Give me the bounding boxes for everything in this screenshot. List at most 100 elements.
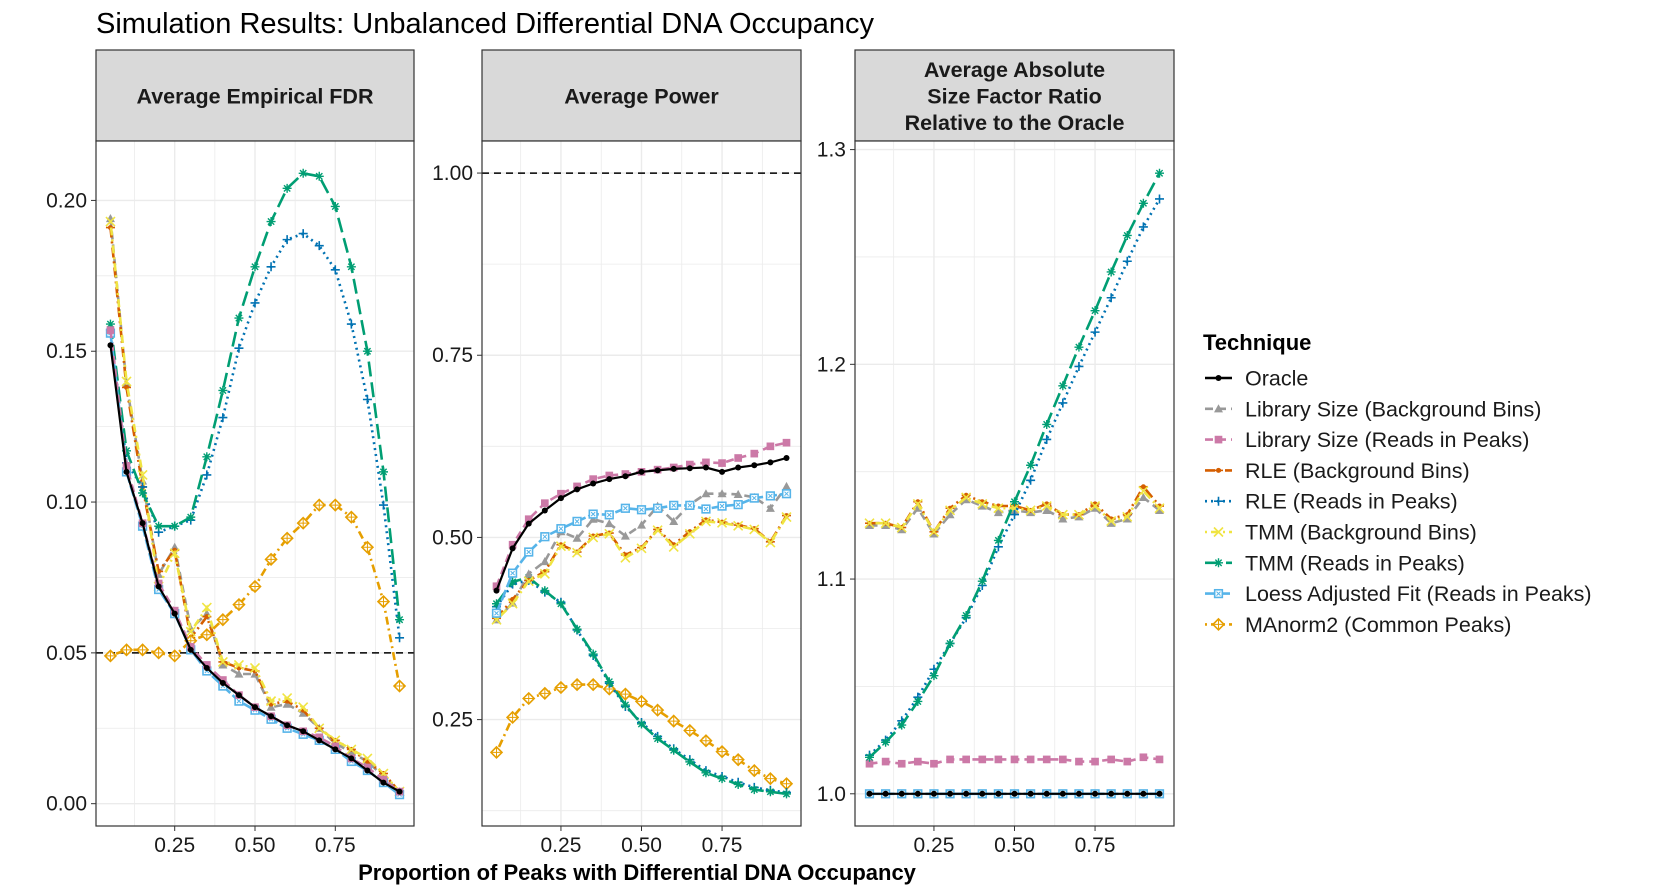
data-point <box>121 376 132 387</box>
data-point <box>1027 790 1034 797</box>
legend-key-marker <box>1214 496 1223 506</box>
legend-item: Library Size (Background Bins) <box>1205 397 1541 421</box>
data-point <box>733 779 743 789</box>
data-point <box>718 459 726 467</box>
data-point <box>572 624 582 634</box>
data-point <box>1090 327 1100 337</box>
data-point <box>586 677 600 692</box>
data-point <box>733 489 743 499</box>
legend-item: Library Size (Reads in Peaks) <box>1205 428 1529 452</box>
data-point <box>252 704 258 711</box>
legend-label: Oracle <box>1245 367 1308 391</box>
data-point <box>1138 198 1148 208</box>
data-point <box>1107 755 1115 764</box>
data-point <box>509 545 516 552</box>
data-point <box>977 501 987 510</box>
legend-key-marker <box>1211 617 1226 632</box>
legend-key-marker <box>1214 467 1223 473</box>
data-point <box>1074 361 1084 371</box>
data-point <box>187 646 194 653</box>
data-point <box>652 525 663 536</box>
data-point <box>979 790 986 797</box>
data-point <box>1026 460 1036 470</box>
data-point <box>930 790 937 797</box>
data-point <box>993 503 1004 514</box>
data-point <box>588 514 598 523</box>
data-point <box>699 734 713 748</box>
data-point <box>667 714 681 728</box>
data-point <box>733 500 743 510</box>
data-point <box>571 547 583 558</box>
data-point <box>572 533 582 542</box>
data-point <box>557 489 565 498</box>
data-point <box>330 265 340 275</box>
data-point <box>540 586 550 596</box>
data-point <box>766 442 775 451</box>
legend-label: TMM (Background Bins) <box>1245 521 1477 545</box>
data-point <box>332 746 339 753</box>
facet-strip <box>854 49 1175 142</box>
data-point <box>620 552 631 563</box>
gridlines <box>482 141 801 826</box>
data-point <box>1010 755 1019 764</box>
data-point <box>312 498 326 512</box>
data-point <box>1059 755 1067 764</box>
data-point <box>914 757 922 766</box>
data-point <box>330 201 340 211</box>
data-point <box>218 385 228 395</box>
data-point <box>492 582 501 591</box>
data-point <box>993 507 1003 517</box>
data-point <box>169 548 180 559</box>
data-point <box>733 520 744 531</box>
data-point <box>945 638 955 648</box>
data-point <box>395 615 405 625</box>
data-point <box>316 737 323 744</box>
legend-label: TMM (Reads in Peaks) <box>1245 551 1465 575</box>
data-point <box>749 493 759 503</box>
data-point <box>379 775 388 784</box>
data-point <box>507 598 518 609</box>
data-point <box>300 728 307 735</box>
data-point <box>588 532 599 543</box>
data-point <box>963 790 970 797</box>
data-point <box>637 520 646 529</box>
data-point <box>669 516 679 525</box>
data-point <box>1010 510 1019 520</box>
data-point <box>636 505 647 515</box>
data-point <box>634 694 649 709</box>
x-tick-label: 0.50 <box>994 834 1035 857</box>
data-point <box>750 449 759 458</box>
data-point <box>1122 230 1132 240</box>
data-point <box>765 787 775 797</box>
data-point <box>1026 475 1036 485</box>
series-tmm-reads-in-peaks <box>865 168 1164 762</box>
data-point <box>994 755 1003 764</box>
data-point <box>1057 509 1068 520</box>
legend-title: Technique <box>1203 330 1311 355</box>
data-point <box>219 676 227 684</box>
series-oracle <box>107 342 403 795</box>
data-point <box>1122 511 1133 522</box>
data-point <box>235 692 242 699</box>
data-point <box>881 757 890 766</box>
data-point <box>557 495 564 502</box>
data-point <box>1138 484 1148 490</box>
data-point <box>747 763 761 778</box>
data-point <box>507 568 518 578</box>
data-point <box>865 752 874 762</box>
data-point <box>392 679 407 693</box>
data-point <box>1139 753 1148 762</box>
data-point <box>266 217 276 227</box>
data-point <box>234 313 244 323</box>
legend-label: RLE (Reads in Peaks) <box>1245 490 1458 514</box>
data-point <box>105 216 116 227</box>
data-point <box>683 723 697 738</box>
data-point <box>346 747 356 757</box>
data-point <box>1092 790 1099 797</box>
legend-label: Library Size (Background Bins) <box>1245 397 1541 421</box>
data-point <box>282 699 292 708</box>
data-point <box>268 713 275 720</box>
series-loess-adjusted-fit-reads-in-peaks <box>491 489 792 618</box>
legend-item: MAnorm2 (Common Peaks) <box>1205 613 1511 637</box>
data-point <box>1089 500 1101 512</box>
